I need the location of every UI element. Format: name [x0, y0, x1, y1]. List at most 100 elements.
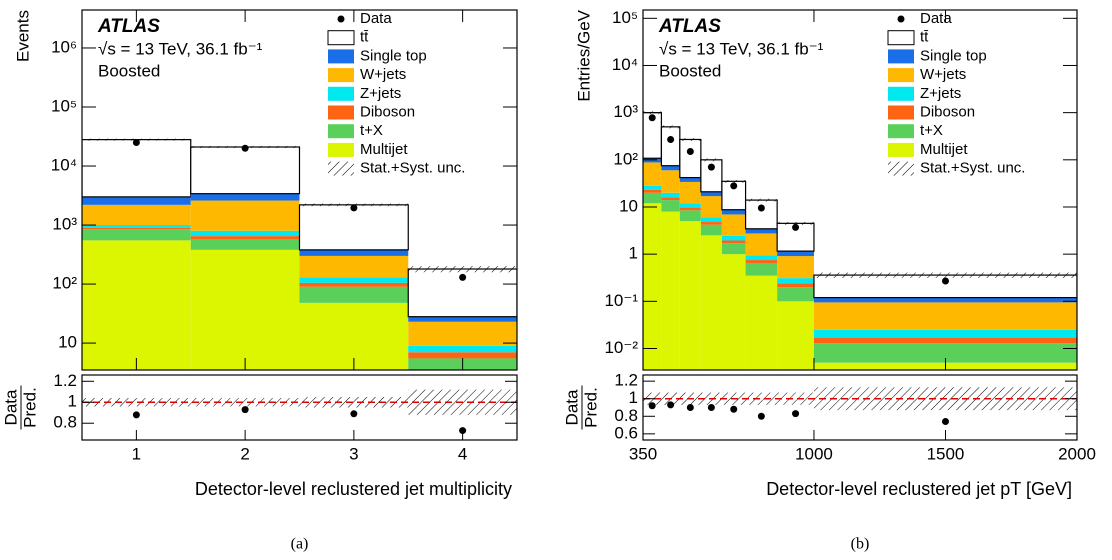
stack-segment: [721, 209, 746, 215]
stack-segment: [643, 189, 662, 193]
stack-segment: [299, 249, 409, 256]
stack-segment: [679, 210, 701, 222]
y-tick-label: 10⁶: [51, 37, 77, 56]
uncertainty-band: [700, 158, 722, 162]
legend-label: Diboson: [360, 103, 415, 120]
stack-segment: [190, 239, 300, 250]
annotation: Boosted: [98, 61, 160, 80]
legend-swatch: [888, 142, 914, 157]
stack-segment: [299, 282, 409, 287]
ratio-uncertainty-band: [777, 392, 814, 405]
y-tick-label: 10⁴: [51, 156, 77, 175]
x-axis-label: Detector-level reclustered jet pT [GeV]: [766, 479, 1072, 499]
annotation: √s = 13 TeV, 36.1 fb⁻¹: [659, 39, 824, 58]
ratio-point: [941, 418, 949, 426]
stack-segment: [679, 203, 701, 208]
legend-marker: [897, 15, 905, 23]
ratio-point: [648, 402, 656, 410]
y-tick-label: 1: [629, 244, 638, 263]
stack-segment: [190, 236, 300, 240]
ratio-plot: [82, 389, 517, 435]
ratio-point: [757, 412, 765, 420]
stack-segment: [299, 277, 409, 283]
stack-segment: [700, 217, 722, 223]
legend-label: Multijet: [920, 141, 968, 158]
legend-marker: [337, 15, 345, 23]
x-axis-label: Detector-level reclustered jet multiplic…: [195, 479, 512, 499]
legend-label: Z+jets: [360, 85, 401, 102]
stack-segment: [190, 193, 300, 201]
stack-segment: [660, 126, 681, 167]
legend-label: tt̄: [360, 29, 369, 46]
ratio-y-tick-label: 0.6: [614, 423, 638, 442]
data-point: [941, 277, 949, 285]
ratio-uncertainty-band: [299, 397, 409, 408]
stack-segment: [745, 255, 778, 261]
main-plot: [82, 138, 517, 370]
stack-segment: [643, 192, 662, 204]
x-tick-label: 2000: [1058, 444, 1096, 463]
stack-segment: [777, 301, 814, 370]
stack-segment: [661, 192, 680, 198]
legend-label: Single top: [360, 47, 427, 64]
y-tick-label: 10⁻²: [604, 338, 638, 357]
main-frame: [81, 9, 518, 371]
legend-swatch: [328, 86, 354, 101]
stack-segment: [813, 329, 1077, 338]
stack-segment: [745, 228, 778, 234]
stack-segment: [744, 199, 778, 230]
data-point: [707, 163, 715, 171]
ratio-uncertainty-band: [745, 392, 778, 405]
ratio-point: [792, 410, 800, 418]
x-tick-label: 3: [349, 444, 358, 463]
ratio-frame: [642, 374, 1078, 441]
y-tick-label: 10⁵: [612, 8, 638, 27]
x-tick-label: 4: [458, 444, 467, 463]
data-point: [132, 139, 140, 147]
stack-segment: [700, 235, 722, 370]
stack-segment: [190, 230, 300, 237]
x-tick-label: 2: [240, 444, 249, 463]
legend-swatch: [888, 105, 914, 120]
ratio-y-tick-label: 0.8: [614, 406, 638, 425]
legend-swatch: [887, 30, 915, 46]
stack-segment: [700, 224, 722, 236]
stack-segment: [679, 181, 701, 204]
x-tick-label: 1000: [795, 444, 833, 463]
data-point: [241, 144, 249, 152]
stack-segment: [745, 275, 778, 370]
stack-segment: [679, 207, 701, 211]
stack-segment: [82, 204, 191, 226]
legend-swatch: [328, 105, 354, 120]
stack-segment: [661, 165, 680, 171]
y-tick-label: 10⁻¹: [604, 291, 638, 310]
stack-segment: [82, 139, 192, 198]
legend-swatch: [888, 49, 914, 64]
stack-segment: [299, 286, 409, 303]
stack-segment: [82, 229, 191, 241]
stack-segment: [700, 222, 722, 225]
annotation: Boosted: [659, 61, 721, 80]
y-tick-label: 10³: [613, 102, 638, 121]
legend-label: Diboson: [920, 103, 975, 120]
data-point: [459, 273, 467, 281]
legend-swatch: [328, 49, 354, 64]
uncertainty-band: [679, 138, 701, 141]
stack-segment: [82, 196, 191, 205]
legend-swatch: [328, 161, 354, 176]
y-tick-label: 10: [58, 333, 77, 352]
uncertainty-band: [721, 179, 746, 183]
y-tick-label: 10⁵: [51, 96, 77, 115]
ratio-point: [730, 405, 738, 413]
main-plot: [643, 111, 1077, 370]
y-axis-label: Events: [13, 10, 32, 62]
y-tick-label: 10²: [52, 274, 77, 293]
legend-label: t+X: [360, 122, 383, 139]
ratio-point: [667, 401, 675, 409]
legend-label: W+jets: [360, 66, 406, 83]
stack-segment: [661, 200, 680, 212]
ratio-y-tick-label: 1.2: [614, 371, 638, 390]
stack-segment: [298, 204, 409, 251]
y-axis-label: Entries/GeV: [574, 9, 593, 101]
stack-segment: [721, 235, 746, 241]
